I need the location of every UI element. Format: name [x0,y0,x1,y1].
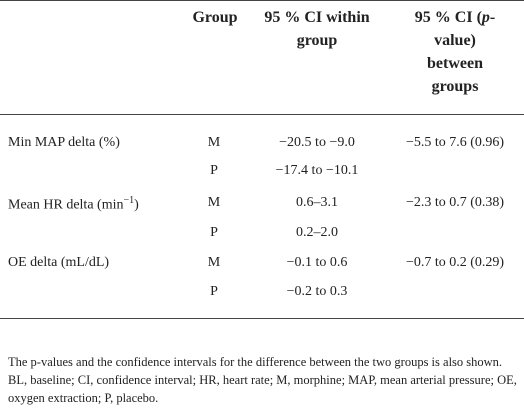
header-cell: 95 % CI within group [264,9,370,49]
header-rule [0,114,524,115]
group-cell: P [210,284,218,299]
between-cell: −0.7 to 0.2 (0.29) [405,255,505,270]
between-cell: −5.5 to 7.6 (0.96) [405,135,505,150]
within-cell: 0.2–2.0 [296,225,338,240]
within-cell: −20.5 to −9.0 [279,135,355,150]
header-cell: 95 % CI (p-value) between groups [405,6,505,98]
within-cell: −17.4 to −10.1 [275,163,359,178]
bottom-rule [0,318,524,319]
label-text: Mean HR delta (min [8,197,124,213]
within-cell: −0.1 to 0.6 [286,255,348,270]
header-text: -value) between groups [427,9,496,95]
between-cell: −2.3 to 0.7 (0.38) [405,195,505,210]
row-label: Mean HR delta (min−1) [8,192,139,215]
header-italic: p [481,9,490,26]
header-text: 95 % CI ( [414,9,482,26]
top-rule [0,0,524,1]
within-cell: 0.6–3.1 [296,195,338,210]
label-sup: −1 [123,195,135,206]
within-cell: −0.2 to 0.3 [286,284,348,299]
label-text: ) [134,197,139,213]
group-cell: P [210,225,218,240]
footnote: The p-values and the confidence interval… [8,355,517,405]
group-cell: M [207,255,221,270]
group-cell: M [207,135,221,150]
row-label: Min MAP delta (%) [8,135,120,150]
row-label: OE delta (mL/dL) [8,255,110,270]
group-cell: P [210,163,218,178]
header-cell: Group [192,9,238,26]
group-cell: M [207,195,221,210]
